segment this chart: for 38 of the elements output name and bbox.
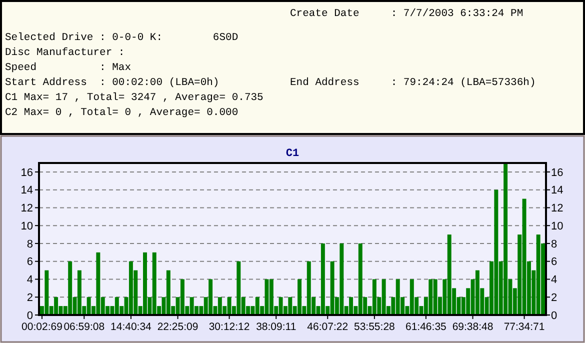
y-tick-label: 14: [20, 184, 33, 197]
x-tick-label: 53:55:28: [354, 321, 396, 333]
text: Create Date : 7/7/2003 6:33:24 PM: [290, 8, 524, 20]
x-tick-label: 14:40:34: [110, 321, 152, 333]
text: Disc Manufacturer :: [5, 47, 125, 59]
y-tick-label: 0: [26, 310, 33, 322]
text: End Address : 79:24:24 (LBA=57336h): [290, 77, 536, 89]
y-tick-label: 12: [20, 202, 33, 215]
y2-tick-label: 14: [551, 184, 564, 197]
x-tick-label: 61:46:35: [406, 321, 447, 333]
x-tick-label: 00:02:69: [22, 321, 63, 333]
text: Start Address : 00:02:00 (LBA=0h): [5, 77, 220, 89]
y2-tick-label: 0: [551, 310, 558, 322]
text: C1 Max= 17 , Total= 3247 , Average= 0.735: [5, 92, 264, 104]
x-tick-label: 22:25:09: [157, 321, 198, 333]
y-tick-label: 10: [20, 220, 33, 232]
y2-tick-label: 12: [551, 202, 564, 215]
text: Selected Drive : 0-0-0 K: 6S0D: [5, 32, 238, 44]
x-tick-label: 38:09:11: [256, 321, 296, 333]
y2-tick-label: 4: [551, 274, 558, 286]
x-tick-label: 77:34:71: [504, 321, 545, 333]
x-tick-label: 06:59:08: [64, 321, 105, 333]
chart-title: C1: [286, 148, 300, 160]
y-tick-label: 16: [20, 166, 33, 179]
y2-tick-label: 16: [551, 166, 564, 179]
y2-tick-label: 8: [551, 238, 558, 250]
y-tick-label: 2: [26, 292, 33, 304]
y2-tick-label: 10: [551, 220, 564, 232]
x-tick-label: 30:12:12: [208, 321, 250, 333]
y2-tick-label: 6: [551, 256, 558, 268]
y2-tick-label: 2: [551, 292, 558, 304]
y-tick-label: 4: [26, 274, 33, 286]
text: C2 Max= 0 , Total= 0 , Average= 0.000: [5, 107, 238, 119]
x-tick-label: 46:07:22: [307, 321, 348, 333]
x-tick-label: 69:38:48: [452, 321, 494, 333]
text: Speed : Max: [5, 62, 132, 74]
y-tick-label: 8: [26, 238, 33, 250]
y-tick-label: 6: [26, 256, 33, 268]
